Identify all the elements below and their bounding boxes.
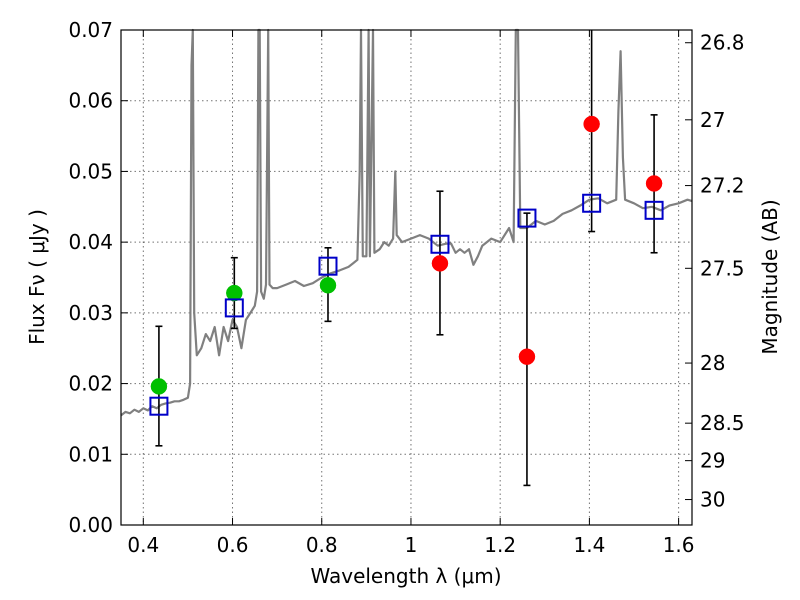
y-tick-label: 0.02 [68, 372, 113, 396]
right-tick-label: 27.2 [700, 174, 745, 198]
right-tick-label: 26.8 [700, 31, 745, 55]
y-tick-label: 0.00 [68, 513, 113, 537]
x-tick-label: 1 [405, 533, 418, 557]
y-tick-label: 0.04 [68, 230, 113, 254]
right-tick-label: 28.5 [700, 411, 745, 435]
y-axis-title: Flux Fν ( μJy ) [25, 209, 49, 345]
model-square-marker [318, 256, 338, 276]
right-tick-label: 27.5 [700, 256, 745, 280]
y-tick-label: 0.01 [68, 442, 113, 466]
model-square-marker [517, 208, 537, 228]
error-bars [155, 30, 658, 487]
x-tick-label: 1.6 [663, 533, 695, 557]
grid-lines [121, 30, 692, 525]
plot-frame [120, 29, 693, 526]
observed-point-green [226, 284, 243, 302]
right-axis-title: Magnitude (AB) [758, 199, 782, 354]
observed-point-red [518, 348, 536, 365]
right-tick-label: 30 [700, 488, 725, 512]
data-markers [149, 115, 664, 416]
x-tick-label: 0.8 [306, 533, 338, 557]
model-square-marker [224, 298, 244, 318]
right-tick-label: 28 [700, 351, 725, 375]
model-square-marker [430, 234, 450, 254]
model-square-marker [149, 396, 169, 416]
right-tick-label: 29 [700, 449, 725, 473]
observed-point-green [150, 378, 168, 395]
model-spectrum [120, 28, 693, 417]
x-tick-label: 0.4 [127, 533, 159, 557]
x-axis-title: Wavelength λ (μm) [310, 564, 501, 588]
y-tick-label: 0.05 [68, 159, 113, 183]
observed-point-red [645, 175, 663, 192]
x-tick-label: 1.2 [484, 533, 516, 557]
observed-point-red [583, 115, 600, 133]
x-tick-label: 1.4 [573, 533, 605, 557]
model-square-marker [582, 193, 602, 213]
right-tick-label: 27 [700, 108, 725, 132]
axis-ticks: 0.4 0.6 0.8 1 1.2 1.4 1.6 0.00 0.01 0.02 0.03 0.04 0… [68, 18, 744, 557]
observed-point-green [319, 277, 337, 294]
observed-point-red [431, 255, 449, 272]
y-tick-label: 0.03 [68, 301, 113, 325]
spectrum-line [120, 28, 693, 417]
y-tick-label: 0.07 [68, 18, 113, 42]
y-tick-label: 0.06 [68, 89, 113, 113]
model-square-marker [644, 200, 664, 220]
x-tick-label: 0.6 [217, 533, 249, 557]
